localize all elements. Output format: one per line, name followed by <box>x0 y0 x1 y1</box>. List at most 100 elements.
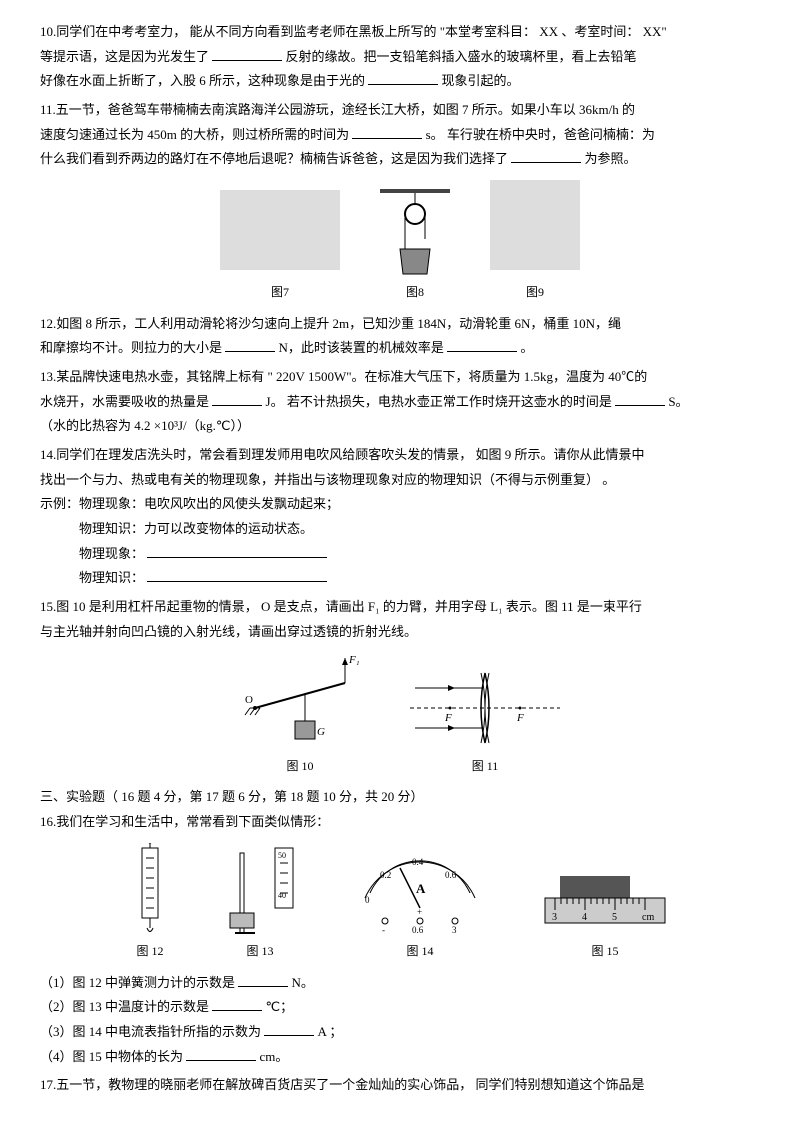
svg-text:0.2: 0.2 <box>380 870 391 880</box>
q16-intro: 16.我们在学习和生活中，常常看到下面类似情形： <box>40 814 329 829</box>
pulley-icon <box>380 189 450 279</box>
q14-b: 找出一个与力、热或电有关的物理现象，并指出与该物理现象对应的物理知识（不得与示例… <box>40 472 615 487</box>
figure-14: 0.2 0.4 0.6 0 A - 0.6 3 + 图 14 <box>350 843 490 963</box>
q13-b: 水烧开，水需要吸收的热量是 <box>40 394 209 409</box>
q14-phenom-label: 物理现象： <box>40 546 144 561</box>
svg-text:50: 50 <box>278 851 286 860</box>
q14-know-label: 物理知识： <box>40 570 144 585</box>
fig13-caption: 图 13 <box>220 940 300 963</box>
svg-text:G: G <box>317 726 325 738</box>
q11-e: 为参照。 <box>585 151 637 166</box>
blank[interactable] <box>212 47 282 61</box>
q10-e: 现象引起的。 <box>442 73 520 88</box>
fig14-caption: 图 14 <box>350 940 490 963</box>
svg-text:0: 0 <box>365 895 370 905</box>
blank[interactable] <box>147 544 327 558</box>
figure-10: O F₁ G 图 10 <box>235 653 365 778</box>
figure-13: 50 40 图 13 <box>220 843 300 963</box>
q13-a: 13.某品牌快速电热水壶，其铭牌上标有 " 220V 1500W"。在标准大气压… <box>40 369 647 384</box>
figure-row-2: O F₁ G 图 10 F F 图 11 <box>40 653 760 778</box>
q11-b: 速度匀速通过长为 450m 的大桥，则过桥所需的时间为 <box>40 127 349 142</box>
ruler-icon: 3 4 5 cm <box>540 868 670 938</box>
q11-a: 11.五一节，爸爸驾车带楠楠去南滨路海洋公园游玩，途经长江大桥，如图 7 所示。… <box>40 102 635 117</box>
q12-b: 和摩擦均不计。则拉力的大小是 <box>40 340 222 355</box>
blank[interactable] <box>147 568 327 582</box>
figure-11: F F 图 11 <box>405 663 565 778</box>
blank[interactable] <box>352 125 422 139</box>
svg-text:0.6: 0.6 <box>412 925 424 935</box>
question-12: 12.如图 8 所示，工人利用动滑轮将沙匀速向上提升 2m，已知沙重 184N，… <box>40 312 760 361</box>
fig7-caption: 图7 <box>220 281 340 304</box>
question-11: 11.五一节，爸爸驾车带楠楠去南滨路海洋公园游玩，途经长江大桥，如图 7 所示。… <box>40 98 760 172</box>
svg-text:A: A <box>416 881 426 896</box>
blank[interactable] <box>368 71 438 85</box>
svg-text:+: + <box>417 907 422 917</box>
q16-2a: （2）图 13 中温度计的示数是 <box>40 999 209 1014</box>
svg-text:3: 3 <box>552 912 557 923</box>
blank[interactable] <box>447 338 517 352</box>
svg-text:F: F <box>516 712 524 724</box>
q13-d: S。 <box>668 394 688 409</box>
thermometer-icon: 50 40 <box>220 843 300 938</box>
blank[interactable] <box>225 338 275 352</box>
q10-a: 10.同学们在中考考室力， 能从不同方向看到监考老师在黑板上所写的 "本堂考室科… <box>40 24 667 39</box>
svg-text:4: 4 <box>582 912 587 923</box>
q10-b: 等提示语，这是因为光发生了 <box>40 49 209 64</box>
q12-d: 。 <box>520 340 533 355</box>
blank[interactable] <box>186 1047 256 1061</box>
blank[interactable] <box>212 997 262 1011</box>
hairdryer-image <box>490 180 580 270</box>
q13-c: J。 若不计热损失，电热水壶正常工作时烧开这壶水的时间是 <box>266 394 612 409</box>
section-3-header: 三、实验题（ 16 题 4 分，第 17 题 6 分，第 18 题 10 分，共… <box>40 785 760 810</box>
question-16: 16.我们在学习和生活中，常常看到下面类似情形： <box>40 810 760 835</box>
lens-diagram: F F <box>405 663 565 753</box>
q11-d: 什么我们看到乔两边的路灯在不停地后退呢？楠楠告诉爸爸，这是因为我们选择了 <box>40 151 508 166</box>
fig15-caption: 图 15 <box>540 940 670 963</box>
fig12-caption: 图 12 <box>130 940 170 963</box>
figure-9: 图9 <box>490 180 580 303</box>
svg-text:F: F <box>444 712 452 724</box>
svg-text:40: 40 <box>278 891 286 900</box>
q16-2b: ℃； <box>266 999 294 1014</box>
q16-3b: A ； <box>318 1024 343 1039</box>
spring-scale-icon <box>130 843 170 938</box>
figure-15: 3 4 5 cm 图 15 <box>540 868 670 963</box>
svg-text:-: - <box>382 925 385 935</box>
blank[interactable] <box>511 149 581 163</box>
figure-12: 图 12 <box>130 843 170 963</box>
bridge-image <box>220 190 340 270</box>
fig8-caption: 图8 <box>380 281 450 304</box>
svg-text:5: 5 <box>612 912 617 923</box>
blank[interactable] <box>615 392 665 406</box>
svg-text:F₁: F₁ <box>348 654 360 666</box>
question-17: 17.五一节，教物理的晓丽老师在解放碑百货店买了一个金灿灿的实心饰品， 同学们特… <box>40 1073 760 1098</box>
q16-4a: （4）图 15 中物体的长为 <box>40 1049 183 1064</box>
question-13: 13.某品牌快速电热水壶，其铭牌上标有 " 220V 1500W"。在标准大气压… <box>40 365 760 439</box>
q11-c: s。 车行驶在桥中央时，爸爸问楠楠：为 <box>426 127 655 142</box>
q16-4b: cm。 <box>260 1049 289 1064</box>
figure-8: 图8 <box>380 189 450 304</box>
ammeter-icon: 0.2 0.4 0.6 0 A - 0.6 3 + <box>350 843 490 938</box>
q14-ex2: 物理知识：力可以改变物体的运动状态。 <box>40 521 313 536</box>
fig10-caption: 图 10 <box>235 755 365 778</box>
q14-ex1: 示例：物理现象：电吹风吹出的风使头发飘动起来； <box>40 496 339 511</box>
fig11-caption: 图 11 <box>405 755 565 778</box>
q15-a: 15.图 10 是利用杠杆吊起重物的情景， O 是支点，请画出 F₁ 的力臂，并… <box>40 599 642 614</box>
svg-text:O: O <box>245 694 253 706</box>
q12-c: N，此时该装置的机械效率是 <box>279 340 444 355</box>
figure-row-3: 图 12 50 40 图 13 0.2 0.4 0.6 <box>40 843 760 963</box>
question-10: 10.同学们在中考考室力， 能从不同方向看到监考老师在黑板上所写的 "本堂考室科… <box>40 20 760 94</box>
q10-d: 好像在水面上折断了，入股 6 所示，这种现象是由于光的 <box>40 73 365 88</box>
svg-text:0.4: 0.4 <box>412 857 424 867</box>
q16-1b: N。 <box>292 975 314 990</box>
figure-row-1: 图7 图8 图9 <box>40 180 760 303</box>
q14-a: 14.同学们在理发店洗头时，常会看到理发师用电吹风给顾客吹头发的情景， 如图 9… <box>40 447 645 462</box>
blank[interactable] <box>212 392 262 406</box>
blank[interactable] <box>264 1022 314 1036</box>
q12-a: 12.如图 8 所示，工人利用动滑轮将沙匀速向上提升 2m，已知沙重 184N，… <box>40 316 621 331</box>
q16-3a: （3）图 14 中电流表指针所指的示数为 <box>40 1024 261 1039</box>
svg-text:0.6: 0.6 <box>445 870 457 880</box>
blank[interactable] <box>238 973 288 987</box>
q16-parts: （1）图 12 中弹簧测力计的示数是 N。 （2）图 13 中温度计的示数是 ℃… <box>40 971 760 1070</box>
q13-e: （水的比热容为 4.2 ×10³J/（kg.℃）） <box>40 418 250 433</box>
